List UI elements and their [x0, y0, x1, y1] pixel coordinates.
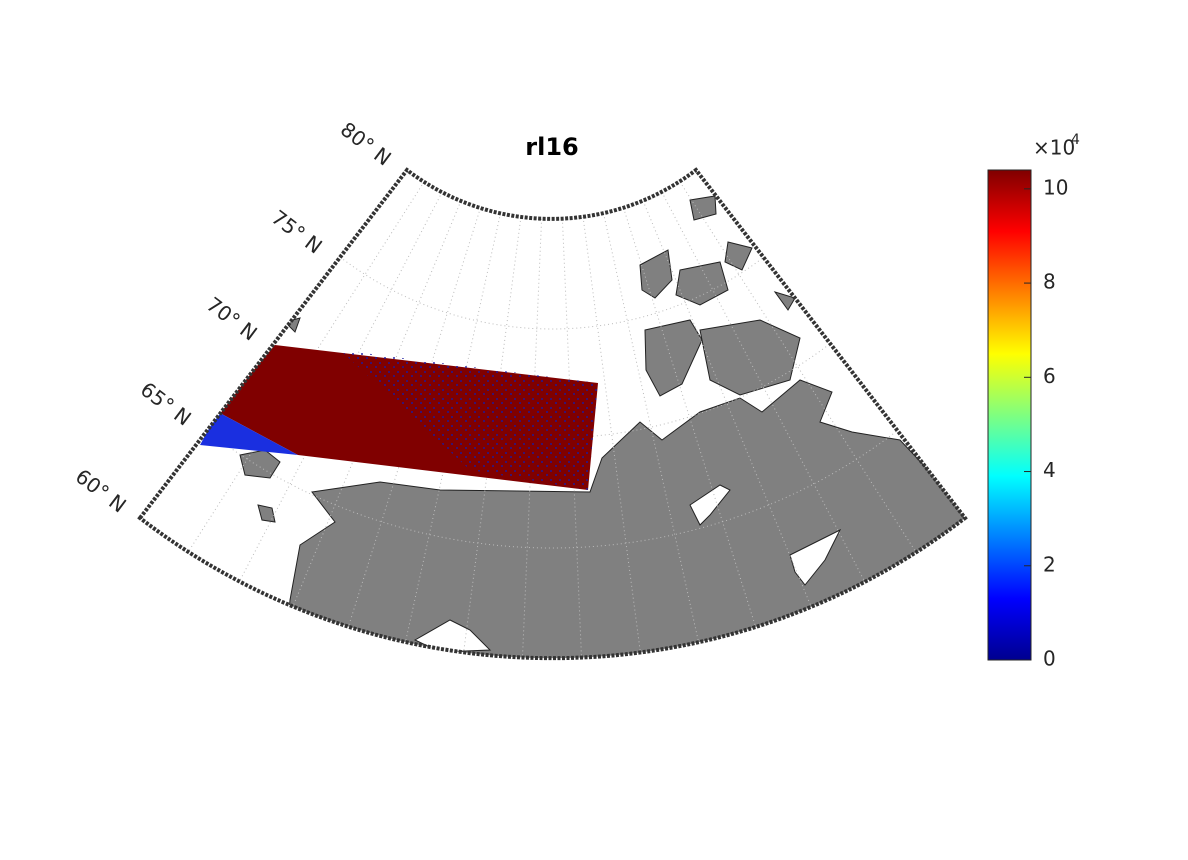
data-swath-low	[200, 412, 298, 455]
colorbar-tick-label: 2	[1043, 552, 1056, 576]
map-title: rl16	[525, 133, 578, 161]
lat-label: 65° N	[136, 377, 196, 430]
colorbar-tick-label: 6	[1043, 364, 1056, 388]
lat-label: 60° N	[71, 464, 131, 517]
map-area	[140, 170, 965, 659]
colorbar-multiplier: ×10	[1033, 136, 1075, 160]
colorbar-tick-label: 0	[1043, 647, 1056, 671]
colorbar-tick-label: 8	[1043, 270, 1056, 294]
land	[644, 319, 703, 397]
land	[639, 195, 796, 311]
data-swath-dots	[340, 350, 598, 490]
land	[699, 319, 801, 396]
map-frame	[137, 167, 968, 661]
lat-label: 70° N	[202, 292, 262, 345]
lat-label: 80° N	[336, 117, 396, 170]
colorbar	[987, 169, 1032, 661]
colorbar-exponent: 4	[1071, 132, 1080, 148]
colorbar-tick-label: 4	[1043, 458, 1056, 482]
lat-label: 75° N	[267, 205, 327, 258]
colorbar-tick-label: 10	[1043, 175, 1068, 199]
